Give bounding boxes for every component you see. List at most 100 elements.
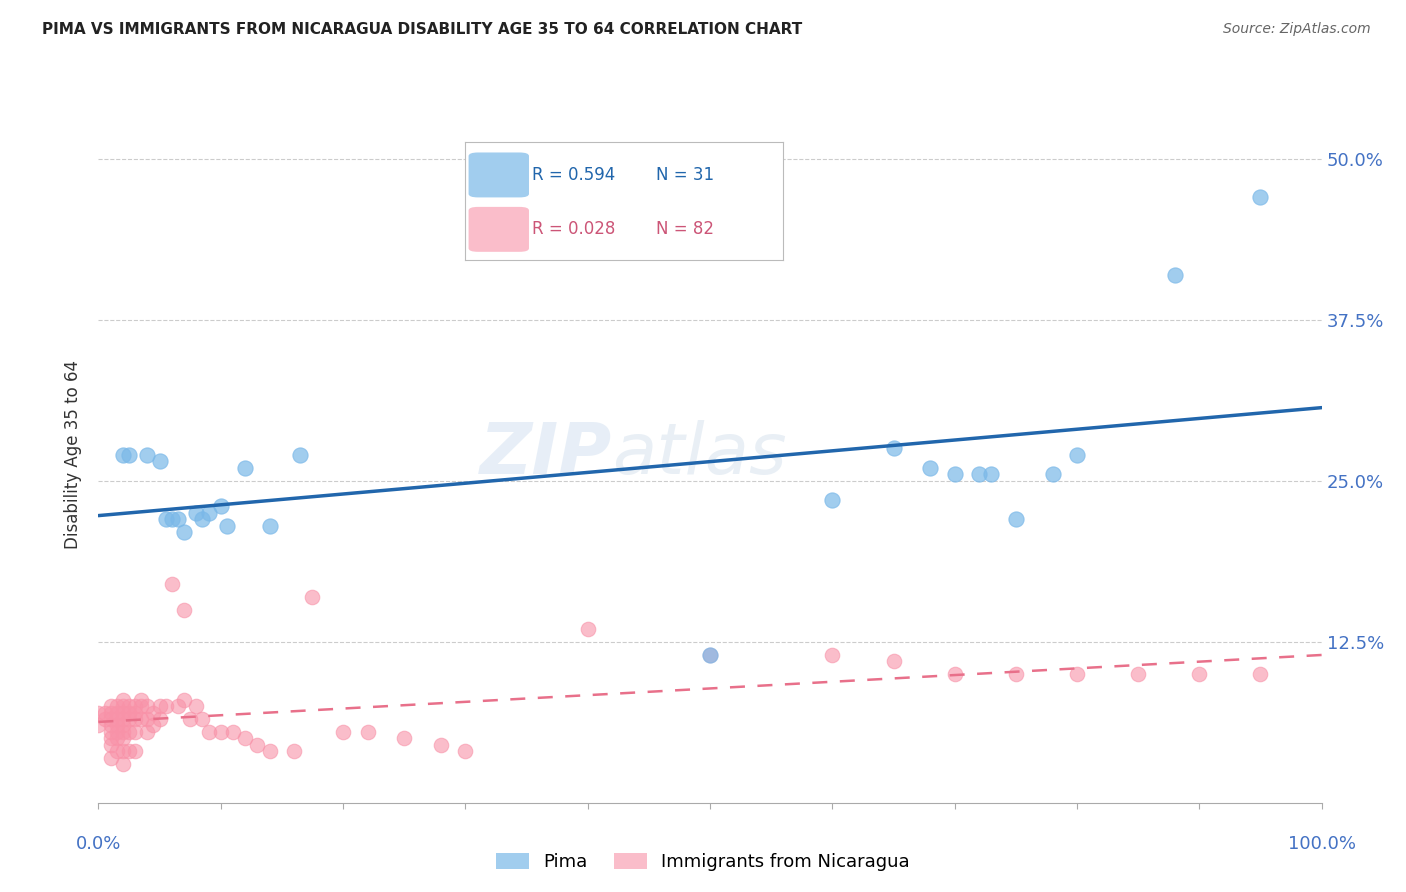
Point [100,718,122,732]
Point [105,706,128,720]
Point [197,506,219,520]
Point [1249,190,1271,204]
Point [87,718,110,732]
Point [111,757,134,772]
Point [100,706,122,720]
Point [149,712,172,726]
Point [136,699,159,714]
Point [167,699,190,714]
Point [124,706,146,720]
Point [118,744,141,758]
Text: Source: ZipAtlas.com: Source: ZipAtlas.com [1223,22,1371,37]
Point [124,712,146,726]
Point [1004,667,1026,681]
Point [118,706,141,720]
Point [129,692,152,706]
Point [111,718,134,732]
Point [111,692,134,706]
Point [430,738,453,752]
Point [160,576,183,591]
Point [105,744,128,758]
Point [576,622,599,636]
Point [124,725,146,739]
Point [142,706,165,720]
Point [155,699,177,714]
Point [920,460,942,475]
Point [111,731,134,746]
Point [105,699,128,714]
Point [124,699,146,714]
Point [118,725,141,739]
Point [93,706,115,720]
Point [111,699,134,714]
Point [118,712,141,726]
Point [233,731,256,746]
Point [209,500,232,514]
Y-axis label: Disability Age 35 to 64: Disability Age 35 to 64 [65,360,83,549]
Point [191,712,214,726]
Point [149,454,172,468]
Point [246,738,269,752]
Point [100,725,122,739]
Point [1164,268,1187,282]
Point [259,744,281,758]
Point [129,699,152,714]
Point [1042,467,1064,482]
Point [1066,667,1088,681]
Point [1188,667,1211,681]
Point [100,699,122,714]
Point [93,712,115,726]
Point [215,518,238,533]
Point [105,725,128,739]
Text: N = 82: N = 82 [657,220,714,238]
Point [179,712,201,726]
Point [142,718,165,732]
Point [821,648,844,662]
Point [1249,667,1271,681]
Text: 0.0%: 0.0% [76,835,121,853]
Point [821,493,844,508]
Point [1128,667,1150,681]
Text: atlas: atlas [612,420,787,490]
Point [136,448,159,462]
Text: 100.0%: 100.0% [1288,835,1355,853]
Point [111,744,134,758]
Point [883,654,905,668]
Text: R = 0.594: R = 0.594 [533,166,616,184]
Point [87,706,110,720]
Point [111,706,134,720]
Point [173,602,195,616]
Point [105,712,128,726]
Point [222,725,245,739]
Text: N = 31: N = 31 [657,166,714,184]
Point [160,512,183,526]
Point [332,725,354,739]
Point [124,744,146,758]
Point [129,712,152,726]
Point [100,750,122,764]
Point [173,692,195,706]
Point [118,699,141,714]
Point [197,725,219,739]
Point [699,648,721,662]
Point [883,442,905,456]
Point [980,467,1002,482]
Point [1066,448,1088,462]
Point [111,725,134,739]
Point [100,738,122,752]
Point [100,731,122,746]
Point [136,725,159,739]
Point [173,525,195,540]
Point [118,448,141,462]
Text: PIMA VS IMMIGRANTS FROM NICARAGUA DISABILITY AGE 35 TO 64 CORRELATION CHART: PIMA VS IMMIGRANTS FROM NICARAGUA DISABI… [42,22,803,37]
Point [356,725,378,739]
Point [105,731,128,746]
Text: R = 0.028: R = 0.028 [533,220,616,238]
Legend: Pima, Immigrants from Nicaragua: Pima, Immigrants from Nicaragua [489,846,917,879]
Point [967,467,990,482]
Point [283,744,305,758]
Point [186,699,208,714]
FancyBboxPatch shape [468,207,529,252]
Point [136,712,159,726]
Point [111,448,134,462]
